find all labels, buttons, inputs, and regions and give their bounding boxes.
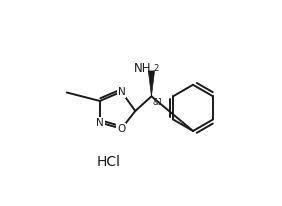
Text: O: O [117,124,125,134]
Text: HCl: HCl [97,155,121,169]
Text: NH: NH [134,62,151,75]
Polygon shape [148,71,155,96]
Text: &1: &1 [153,98,164,107]
Text: 2: 2 [154,64,159,73]
Text: N: N [96,117,104,128]
Text: N: N [118,87,125,97]
